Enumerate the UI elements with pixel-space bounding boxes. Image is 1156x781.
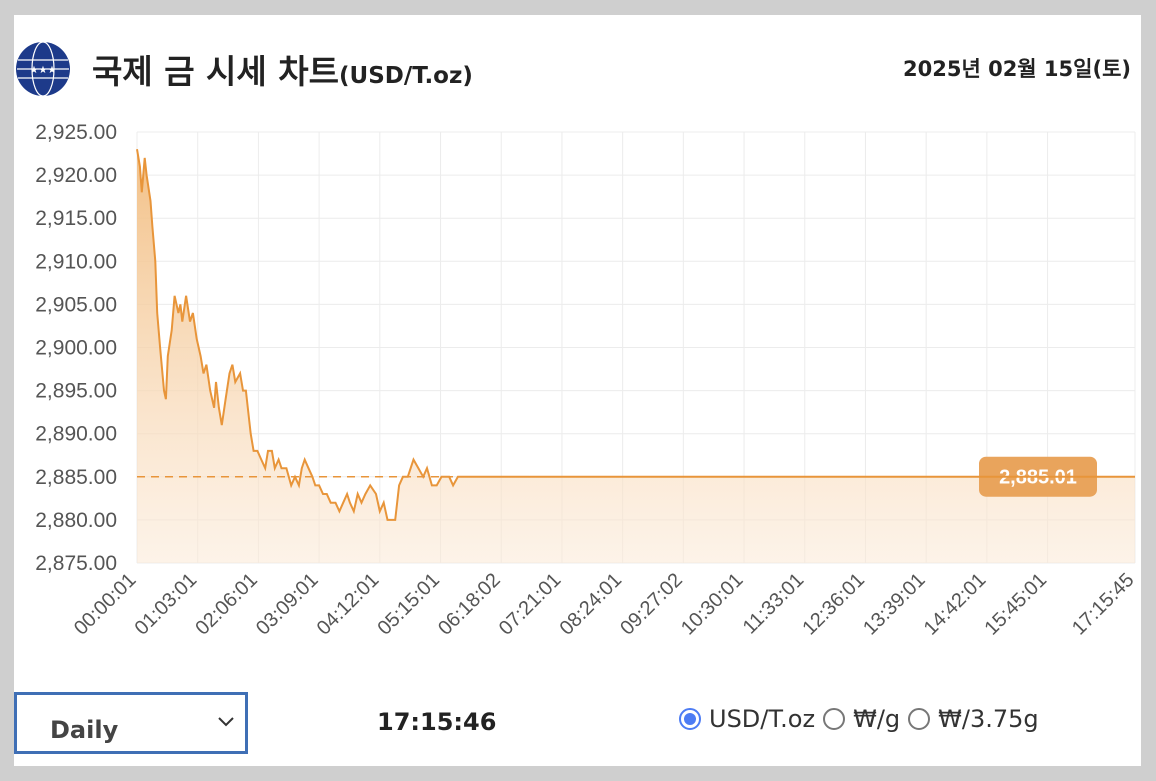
y-tick-label: 2,910.00	[35, 250, 117, 273]
y-tick-label: 2,890.00	[35, 423, 117, 446]
x-tick-label: 17:15:45	[1068, 569, 1139, 640]
y-tick-label: 2,920.00	[35, 164, 117, 187]
current-date: 2025년 02월 15일(토)	[903, 57, 1131, 81]
x-tick-label: 15:45:01	[980, 569, 1051, 640]
gold-price-chart: 2,925.00 2,920.00 2,915.00 2,910.00 2,905.00…	[35, 121, 1139, 640]
x-tick-label: 13:39:01	[859, 569, 930, 640]
x-tick-label: 14:42:01	[920, 569, 991, 640]
radio-label-krw-g: ₩/g	[853, 705, 901, 733]
x-tick-label: 02:06:01	[191, 569, 262, 640]
radio-button-krw-g[interactable]	[823, 708, 846, 730]
x-tick-label: 09:27:02	[616, 569, 687, 640]
x-tick-label: 01:03:01	[131, 569, 202, 640]
radio-krw-g[interactable]: ₩/g	[823, 705, 900, 733]
chart-panel: ★★★ 국제 금 시세 차트(USD/T.oz) 2025년 02월 15일(토…	[14, 15, 1141, 766]
x-axis-ticks: 00:00:0101:03:0102:06:0103:09:0104:12:01…	[70, 569, 1139, 640]
title-unit: (USD/T.oz)	[339, 63, 473, 89]
radio-label-krw-375g: ₩/3.75g	[938, 705, 1039, 733]
radio-label-usd: USD/T.oz	[709, 705, 816, 733]
x-tick-label: 06:18:02	[434, 569, 505, 640]
page-title: 국제 금 시세 차트(USD/T.oz)	[92, 45, 473, 93]
samsung-logo: ★★★	[16, 41, 70, 97]
radio-krw-375g[interactable]: ₩/3.75g	[908, 705, 1039, 733]
price-area	[137, 149, 1135, 563]
unit-radio-group: USD/T.oz ₩/g ₩/3.75g	[679, 705, 1039, 733]
svg-text:★★★: ★★★	[30, 65, 57, 76]
y-tick-label: 2,895.00	[35, 380, 117, 403]
x-tick-label: 12:36:01	[798, 569, 869, 640]
radio-usd-toz[interactable]: USD/T.oz	[679, 705, 815, 733]
price-line	[136, 149, 530, 521]
period-select-value: Daily	[50, 716, 119, 744]
x-tick-label: 05:15:01	[373, 569, 444, 640]
chevron-down-icon	[218, 717, 234, 727]
x-tick-label: 11:33:01	[739, 569, 809, 639]
y-tick-label: 2,925.00	[35, 121, 117, 144]
period-select[interactable]: Daily	[14, 692, 248, 754]
y-tick-label: 2,885.00	[35, 466, 117, 489]
current-time: 17:15:46	[377, 708, 497, 736]
x-tick-label: 10:30:01	[677, 569, 748, 640]
y-tick-label: 2,905.00	[35, 293, 117, 316]
y-tick-label: 2,875.00	[35, 552, 117, 575]
x-tick-label: 00:00:01	[70, 569, 141, 640]
y-axis-ticks: 2,925.00 2,920.00 2,915.00 2,910.00 2,905.00…	[35, 121, 117, 575]
x-tick-label: 07:21:01	[495, 569, 566, 640]
y-tick-label: 2,880.00	[35, 509, 117, 532]
y-tick-label: 2,900.00	[35, 337, 117, 360]
y-tick-label: 2,915.00	[35, 207, 117, 230]
radio-button-usd[interactable]	[679, 708, 701, 730]
x-tick-label: 04:12:01	[313, 569, 384, 640]
radio-button-krw-375g[interactable]	[908, 708, 931, 730]
x-tick-label: 03:09:01	[252, 569, 323, 640]
title-text: 국제 금 시세 차트	[92, 52, 339, 91]
x-tick-label: 08:24:01	[556, 569, 627, 640]
